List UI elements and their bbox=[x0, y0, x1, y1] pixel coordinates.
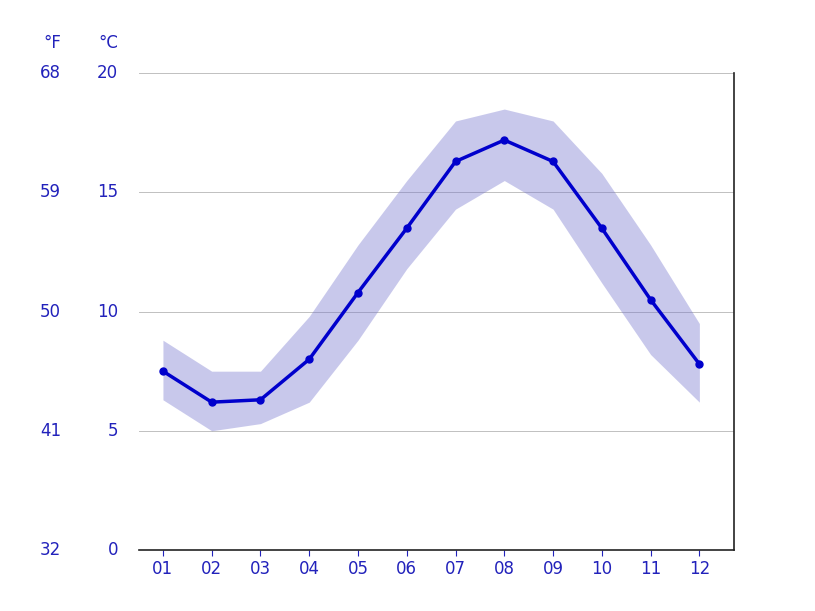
Text: 20: 20 bbox=[97, 64, 118, 82]
Text: °F: °F bbox=[43, 34, 61, 52]
Text: 50: 50 bbox=[40, 302, 61, 321]
Text: 15: 15 bbox=[97, 183, 118, 202]
Text: 59: 59 bbox=[40, 183, 61, 202]
Text: 32: 32 bbox=[40, 541, 61, 559]
Text: 0: 0 bbox=[108, 541, 118, 559]
Text: 68: 68 bbox=[40, 64, 61, 82]
Text: 5: 5 bbox=[108, 422, 118, 440]
Text: °C: °C bbox=[99, 34, 118, 52]
Text: 41: 41 bbox=[40, 422, 61, 440]
Text: 10: 10 bbox=[97, 302, 118, 321]
